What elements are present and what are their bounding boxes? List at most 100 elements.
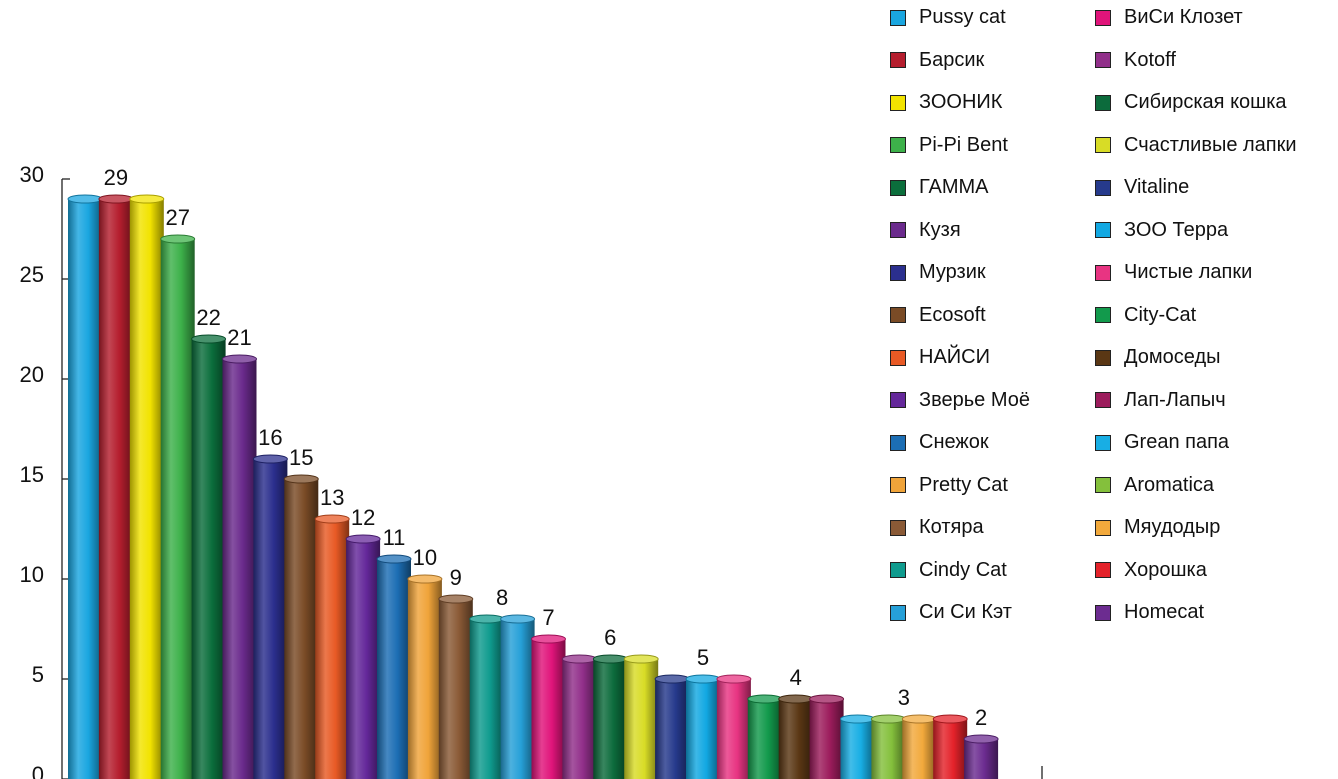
bar [963, 734, 999, 779]
bar-cap [376, 554, 412, 564]
legend-item: Си Си Кэт [890, 601, 1012, 624]
legend-item: Homecat [1095, 601, 1204, 624]
y-tick-label: 15 [20, 462, 44, 487]
bar-body [964, 739, 999, 779]
bar [500, 614, 536, 779]
legend-swatch [1095, 52, 1111, 68]
legend-label: Homecat [1124, 601, 1205, 623]
legend-swatch [890, 222, 906, 238]
legend-label: Кузя [919, 218, 961, 241]
bar-body [68, 199, 102, 779]
legend-swatch [890, 52, 906, 68]
legend-swatch [1095, 137, 1111, 153]
bar [67, 194, 103, 779]
legend-label: Зверье Моё [919, 388, 1030, 411]
data-label: 13 [320, 485, 344, 510]
legend-item: Aromatica [1095, 474, 1214, 497]
legend-swatch [890, 392, 906, 408]
bar-cap [67, 194, 103, 204]
data-label: 29 [104, 165, 128, 190]
data-label: 16 [258, 425, 282, 450]
legend-item: Счастливые лапки [1095, 134, 1297, 157]
legend-label: ГАММА [919, 176, 989, 198]
legend-item: ГАММА [890, 176, 989, 199]
bar-cap [809, 694, 845, 704]
legend-swatch [890, 94, 906, 111]
bar [561, 654, 597, 779]
bar-body [593, 659, 628, 779]
bar-body [129, 199, 164, 779]
legend-item: City-Cat [1095, 304, 1196, 327]
legend-swatch [890, 434, 906, 451]
legend-item: Pretty Cat [890, 474, 1008, 497]
bar-body [191, 339, 226, 779]
legend-item: Grean папа [1095, 431, 1229, 454]
bar [870, 714, 906, 779]
legend-item: Мурзик [890, 261, 986, 284]
data-label: 5 [697, 645, 709, 670]
legend-swatch [1095, 477, 1111, 493]
bar-body [315, 519, 350, 779]
legend-item: НАЙСИ [890, 346, 990, 369]
legend-item: Кузя [890, 219, 961, 242]
bar-cap [191, 334, 227, 344]
bar [345, 534, 381, 779]
bar-body [284, 479, 319, 779]
legend-swatch [1095, 349, 1111, 366]
legend-label: Cindy Cat [919, 558, 1007, 581]
bar [592, 654, 628, 779]
legend-item: Чистые лапки [1095, 261, 1252, 284]
bar [252, 454, 288, 779]
bar [840, 714, 875, 779]
legend-label: Лап-Лапыч [1124, 388, 1226, 411]
legend-label: Grean папа [1124, 431, 1230, 453]
bar-cap [252, 454, 288, 464]
data-label: 21 [227, 325, 251, 350]
bar [623, 654, 659, 779]
data-labels: 29 27 22 21 16 15 13 12 11 10 9 8 7 6 5 4 3 2 [104, 165, 988, 730]
legend-label: Си Си Кэт [919, 601, 1012, 623]
legend-swatch [1095, 392, 1111, 408]
legend-item: Хорошка [1095, 559, 1207, 582]
legend-item: Котяра [890, 516, 984, 539]
bar-cap [963, 734, 999, 744]
bar [531, 634, 566, 779]
data-label: 12 [351, 505, 375, 530]
bar [314, 514, 350, 779]
bar-body [562, 659, 597, 779]
legend-label: ЗОО Терра [1124, 218, 1229, 241]
bar [901, 714, 937, 779]
bar-body [933, 719, 968, 779]
y-tick-label: 25 [20, 262, 44, 287]
data-label: 9 [450, 565, 462, 590]
bar [376, 554, 412, 779]
bar-body [686, 679, 720, 779]
bar-cap [747, 694, 783, 704]
legend-swatch [890, 519, 906, 536]
legend-item: Ecosoft [890, 304, 986, 327]
bar-body [438, 599, 473, 779]
bar-cap [500, 614, 536, 624]
data-label: 15 [289, 445, 313, 470]
bar-cap [932, 714, 968, 724]
legend-label: Котяра [919, 516, 984, 538]
bars [67, 194, 999, 779]
legend-swatch [1095, 519, 1111, 536]
bar-cap [407, 574, 443, 584]
legend-label: Vitaline [1124, 176, 1190, 198]
legend-swatch [1095, 9, 1111, 26]
legend-label: Ecosoft [919, 303, 986, 326]
legend-item: Pi-Pi Bent [890, 134, 1008, 157]
legend-swatch [890, 9, 906, 26]
bar-body [531, 639, 566, 779]
bar [129, 194, 165, 779]
legend-swatch [1095, 94, 1111, 111]
bar-body [377, 559, 411, 779]
legend-swatch [890, 604, 906, 621]
bar-cap [314, 514, 350, 524]
bar-body [407, 579, 442, 779]
data-label: 4 [790, 665, 802, 690]
legend-swatch [1095, 434, 1111, 451]
y-tick-label: 20 [20, 362, 44, 387]
